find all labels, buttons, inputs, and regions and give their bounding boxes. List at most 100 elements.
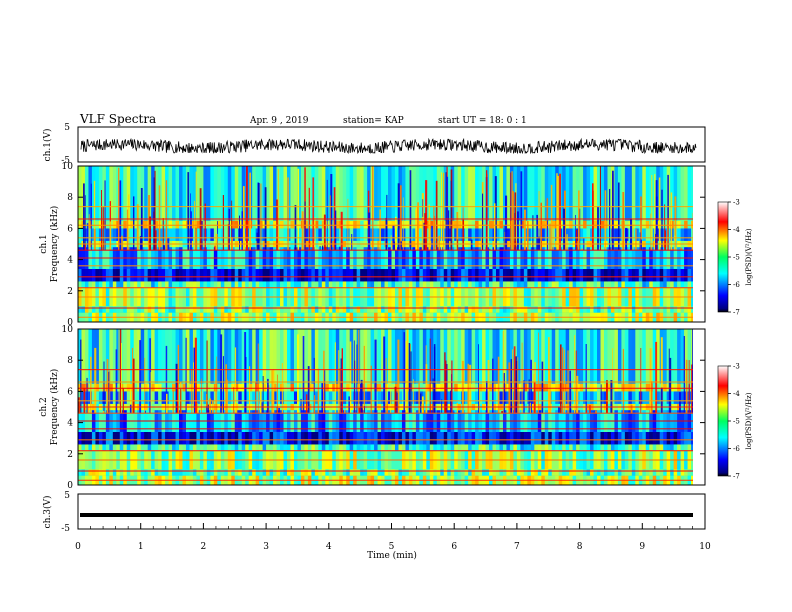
ch2-spectrogram-cell: [426, 469, 431, 476]
ch1-spectrogram-cell: [638, 268, 643, 282]
ch2-spectrogram-streak: [679, 392, 681, 414]
ch1-spectrogram-cell: [339, 166, 344, 221]
ch1-spectrogram-cell: [381, 220, 385, 229]
ch2-spectrogram-cell: [381, 329, 385, 384]
ch2-spectrogram-cell: [280, 444, 284, 451]
ch2-spectrogram-cell: [367, 329, 371, 384]
ch2-spectrogram-cell: [377, 391, 382, 404]
ch1-spectrogram-cell: [276, 281, 281, 288]
ch1-spectrogram-cell: [109, 268, 114, 282]
ch1-spectrogram-cell: [224, 268, 229, 282]
ch2-spectrogram-cell: [259, 431, 264, 445]
ch1-spectrogram-cell: [287, 268, 291, 282]
ch2-spectrogram-cell: [116, 444, 121, 451]
ch1-spectrogram-cell: [224, 228, 229, 241]
ch1-spectrogram-streak: [88, 214, 90, 251]
ch1-spectrogram-cell: [680, 306, 685, 313]
ch1-spectrogram-streak: [323, 214, 326, 251]
ch1-spectrogram-cell: [454, 228, 459, 241]
ch2-spectrogram-cell: [133, 329, 138, 384]
ch2-spectrogram-cell: [105, 329, 110, 384]
ch2-spectrogram-cell: [262, 431, 267, 445]
ch1-spectrogram-cell: [328, 306, 333, 313]
ch1-spectrogram-cell: [586, 306, 591, 313]
ch2-spectrogram-cell: [116, 329, 121, 384]
ch2-spectrogram-cell: [607, 383, 612, 392]
ch2-spectrogram-streak: [209, 398, 212, 414]
ch1-spectrogram-cell: [241, 306, 246, 313]
ch2-spectrogram-cell: [377, 431, 382, 445]
ch1-spectrogram-cell: [269, 166, 274, 221]
ch2-spectrogram-cell: [684, 329, 688, 384]
ch2-spectrogram-cell: [610, 431, 615, 445]
ch2-spectrogram-cell: [112, 329, 117, 384]
ch1-spectrogram-cell: [266, 220, 270, 229]
ch3-ytick-bottom: -5: [61, 524, 70, 534]
ch2-spectrogram-cell: [482, 391, 486, 404]
ch2-spectrogram-cell: [621, 469, 626, 476]
ch2-spectrogram-cell: [638, 469, 643, 476]
ch2-spectrogram-streak: [261, 402, 263, 414]
ch2-spectrogram-cell: [555, 383, 560, 392]
xtick-label: 5: [389, 542, 395, 552]
ch1-spectrogram-streak: [377, 240, 379, 251]
ch1-spectrogram-cell: [231, 281, 236, 288]
ch1-spectrogram-streak: [423, 239, 426, 251]
ch2-spectrogram-cell: [314, 383, 319, 392]
ch1-spectrogram-cell: [332, 306, 337, 313]
ch1-spectrogram-cell: [88, 166, 93, 221]
ch2-spectrogram-cell: [248, 329, 253, 384]
ch1-spectrogram-cell: [635, 220, 640, 229]
ch1-spectrogram-cell: [273, 166, 277, 221]
ch2-spectrogram-cell: [98, 329, 103, 384]
ch1-spectrogram-cell: [137, 166, 142, 221]
ch2-spectrogram-cell: [628, 431, 633, 445]
ch2-spectrogram-cell: [471, 431, 476, 445]
ch2-spectrogram-cell: [443, 469, 448, 476]
ch1-spectrogram-cell: [342, 220, 347, 229]
ch1-spectrogram-cell: [224, 306, 229, 313]
ch2-spectrogram-cell: [499, 431, 504, 445]
ch1-spectrogram-cell: [353, 166, 358, 221]
ch2-spectrogram-cell: [593, 383, 598, 392]
ch2-spectrogram-cell: [509, 329, 514, 384]
ch2-spectrogram-cell: [433, 431, 438, 445]
ch1-spectrogram-narrowband-line: [78, 296, 693, 298]
ch1-spectrogram-cell: [130, 306, 135, 313]
ch2-spectrogram-streak: [166, 393, 168, 414]
ch2-spectrogram-cell: [367, 444, 371, 451]
ch1-spectrogram-cell: [597, 220, 601, 229]
ch2-spectrogram-streak: [177, 379, 179, 414]
ch2-spectrogram-cell: [450, 444, 455, 451]
ch1-spectrogram-cell: [429, 306, 434, 313]
ch2-spectrogram-cell: [631, 329, 636, 384]
ch1-spectrogram-cell: [471, 306, 476, 313]
ch3-ytick-top: 5: [64, 491, 70, 501]
ch1-spectrogram-cell: [154, 306, 159, 313]
ch2-spectrogram-cell: [105, 444, 110, 451]
ch1-spectrogram-streak: [599, 166, 601, 251]
ch2-spectrogram-cell: [680, 329, 685, 384]
ch1-spectrogram-cell: [468, 281, 473, 288]
ch2-spectrogram-cell: [374, 431, 378, 445]
ch1-spectrogram-cell: [405, 268, 410, 282]
ch1-spectrogram-cell: [527, 281, 532, 288]
ch2-spectrogram-cell: [266, 469, 270, 476]
ch2-spectrogram-cell: [119, 431, 124, 445]
ch1-spectrogram-cell: [81, 268, 86, 282]
ch2-spectrogram-cell: [290, 391, 295, 404]
ch1-spectrogram-cell: [638, 166, 643, 221]
ch2-spectrogram-cell: [464, 444, 469, 451]
ch2-spectrogram-cell: [245, 391, 250, 404]
ch2-spectrogram-cell: [415, 469, 420, 476]
ch2-spectrogram-cell: [137, 391, 142, 404]
ch1-spectrogram-cell: [280, 268, 284, 282]
ch1-waveform-panel: 5 -5 ch.1(V): [42, 123, 706, 166]
ch2-spectrogram-narrowband-line: [78, 459, 693, 461]
ch2-spectrogram-cell: [398, 391, 403, 404]
ch2-spectrogram-cell: [464, 383, 469, 392]
ch1-spectrogram-cell: [116, 281, 121, 288]
ch1-spectrogram-cell: [572, 166, 577, 221]
ch1-spectrogram-cell: [290, 228, 295, 241]
ch2-spectrogram-streak: [102, 411, 105, 414]
